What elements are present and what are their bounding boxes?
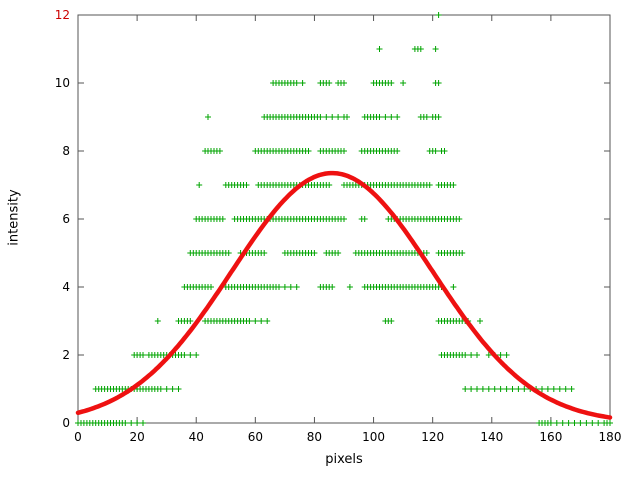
x-tick-label: 40 xyxy=(189,430,204,444)
y-tick-label: 4 xyxy=(62,280,70,294)
y-axis-title: intensity xyxy=(6,189,22,246)
x-tick-label: 120 xyxy=(421,430,444,444)
x-tick-label: 20 xyxy=(129,430,144,444)
x-tick-label: 160 xyxy=(539,430,562,444)
y-tick-label: 8 xyxy=(62,144,70,158)
x-tick-label: 180 xyxy=(599,430,622,444)
x-tick-label: 140 xyxy=(480,430,503,444)
y-tick-label: 2 xyxy=(62,348,70,362)
x-tick-labels: 0 20 40 60 80 100 120 140 160 180 xyxy=(74,430,621,444)
y-tick-label: 0 xyxy=(62,416,70,430)
x-tick-label: 60 xyxy=(248,430,263,444)
y-tick-label: 10 xyxy=(55,76,70,90)
y-tick-labels: 0 2 4 6 8 10 12 xyxy=(55,8,70,430)
x-tick-label: 0 xyxy=(74,430,82,444)
y-tick-label: 6 xyxy=(62,212,70,226)
y-tick-label: 12 xyxy=(55,8,70,22)
x-tick-label: 80 xyxy=(307,430,322,444)
x-axis-title: pixels xyxy=(325,452,363,467)
x-tick-label: 100 xyxy=(362,430,385,444)
fit-curve xyxy=(75,170,613,420)
scatter-points xyxy=(75,12,613,426)
